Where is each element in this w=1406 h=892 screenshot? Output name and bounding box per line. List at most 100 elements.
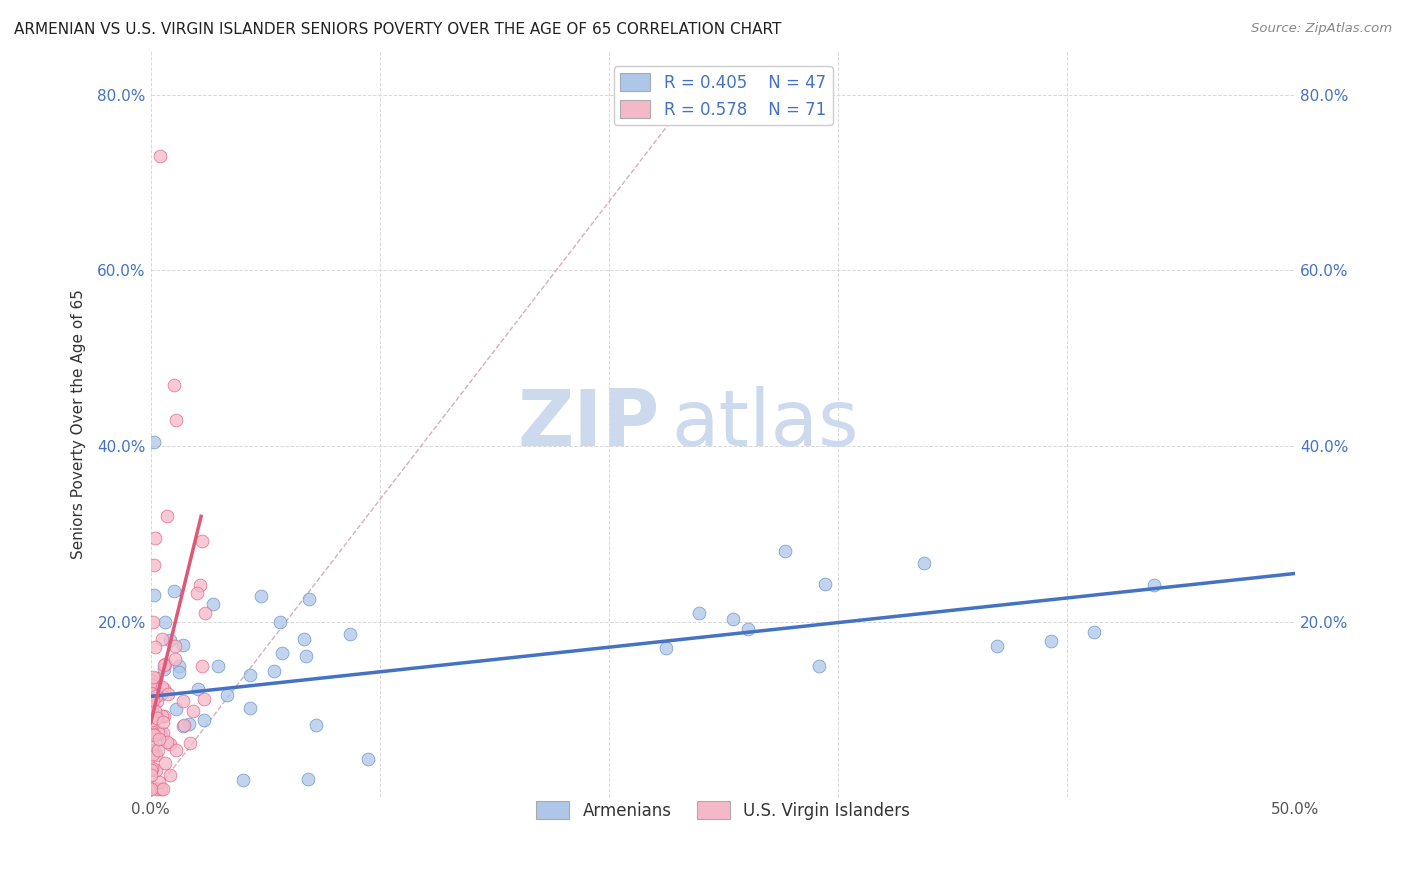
- Point: [179, 736, 201, 750]
- Point: [142, 615, 165, 629]
- Point: [305, 717, 328, 731]
- Point: [146, 725, 169, 739]
- Point: [145, 671, 167, 685]
- Point: [141, 686, 163, 700]
- Point: [177, 717, 200, 731]
- Point: [139, 687, 162, 701]
- Point: [186, 586, 208, 600]
- Point: [143, 434, 166, 449]
- Point: [142, 670, 165, 684]
- Point: [141, 780, 163, 794]
- Point: [339, 627, 361, 641]
- Point: [239, 668, 262, 682]
- Point: [153, 657, 176, 671]
- Point: [143, 640, 166, 655]
- Text: Source: ZipAtlas.com: Source: ZipAtlas.com: [1251, 22, 1392, 36]
- Point: [152, 681, 174, 696]
- Point: [141, 702, 163, 716]
- Point: [142, 715, 165, 730]
- Y-axis label: Seniors Poverty Over the Age of 65: Seniors Poverty Over the Age of 65: [72, 289, 86, 559]
- Point: [172, 638, 194, 652]
- Point: [139, 698, 162, 712]
- Point: [207, 659, 229, 673]
- Point: [145, 764, 167, 778]
- Point: [193, 692, 215, 706]
- Point: [263, 664, 285, 678]
- Point: [152, 715, 174, 730]
- Point: [292, 632, 315, 647]
- Point: [156, 687, 179, 701]
- Point: [163, 584, 186, 599]
- Point: [156, 509, 179, 524]
- Point: [688, 607, 710, 621]
- Point: [139, 763, 162, 777]
- Point: [142, 743, 165, 757]
- Point: [165, 412, 187, 426]
- Point: [150, 632, 173, 647]
- Point: [156, 734, 179, 748]
- Point: [149, 687, 172, 701]
- Point: [146, 694, 169, 708]
- Point: [145, 781, 167, 796]
- Point: [169, 665, 191, 679]
- Point: [150, 680, 173, 694]
- Point: [142, 681, 165, 695]
- Point: [139, 768, 162, 782]
- Point: [173, 718, 195, 732]
- Point: [141, 707, 163, 722]
- Point: [148, 775, 170, 789]
- Point: [1083, 624, 1105, 639]
- Point: [143, 531, 166, 545]
- Point: [159, 633, 181, 648]
- Point: [294, 648, 316, 663]
- Point: [142, 693, 165, 707]
- Point: [143, 558, 166, 572]
- Point: [238, 701, 260, 715]
- Point: [162, 377, 184, 392]
- Text: ZIP: ZIP: [517, 386, 661, 462]
- Point: [141, 737, 163, 751]
- Point: [165, 702, 187, 716]
- Point: [297, 772, 319, 786]
- Point: [188, 578, 211, 592]
- Point: [141, 747, 163, 761]
- Point: [808, 658, 831, 673]
- Point: [814, 576, 837, 591]
- Point: [773, 544, 796, 558]
- Point: [215, 688, 238, 702]
- Point: [152, 726, 174, 740]
- Point: [148, 743, 170, 757]
- Point: [737, 622, 759, 636]
- Point: [150, 709, 173, 723]
- Point: [145, 690, 167, 704]
- Point: [187, 682, 209, 697]
- Point: [986, 639, 1008, 653]
- Point: [169, 658, 191, 673]
- Point: [172, 694, 194, 708]
- Legend: Armenians, U.S. Virgin Islanders: Armenians, U.S. Virgin Islanders: [529, 795, 917, 827]
- Point: [139, 781, 162, 796]
- Point: [141, 678, 163, 692]
- Point: [142, 588, 165, 602]
- Point: [148, 732, 170, 747]
- Point: [181, 704, 204, 718]
- Point: [153, 615, 176, 629]
- Point: [232, 772, 254, 787]
- Point: [141, 725, 163, 739]
- Point: [654, 641, 676, 656]
- Point: [152, 658, 174, 673]
- Point: [152, 781, 174, 796]
- Point: [141, 762, 163, 776]
- Point: [165, 743, 187, 757]
- Point: [193, 713, 215, 727]
- Point: [1143, 577, 1166, 591]
- Point: [269, 615, 291, 630]
- Point: [721, 612, 744, 626]
- Point: [1040, 633, 1063, 648]
- Point: [142, 728, 165, 742]
- Point: [141, 673, 163, 688]
- Point: [159, 737, 181, 751]
- Point: [141, 761, 163, 775]
- Point: [145, 747, 167, 762]
- Point: [912, 556, 935, 570]
